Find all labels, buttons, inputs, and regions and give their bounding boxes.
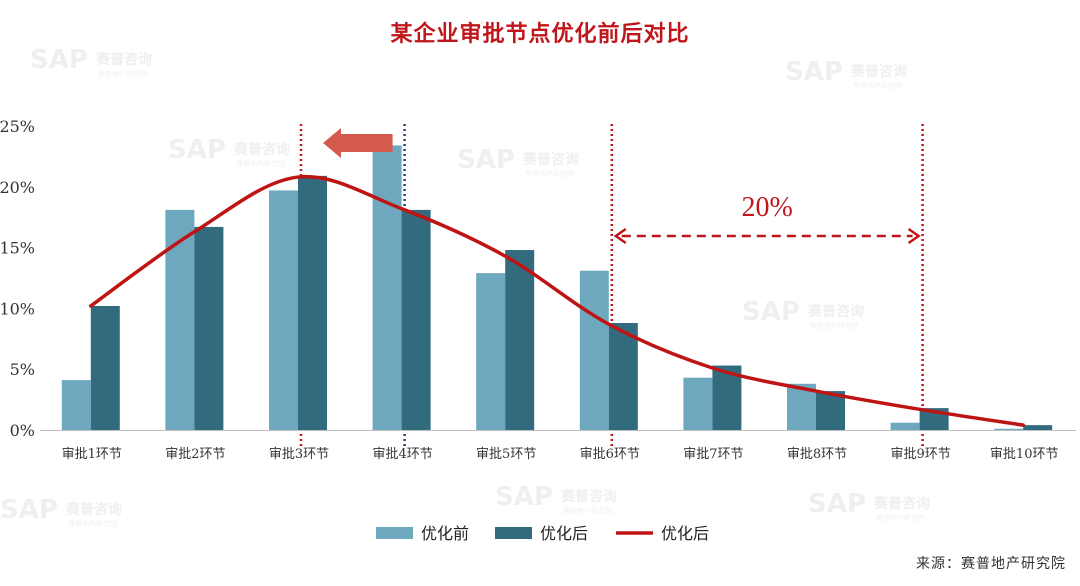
x-tick-label: 审批5环节	[476, 447, 536, 462]
bar-after-2	[194, 226, 224, 430]
watermark-brand: SAP	[0, 495, 58, 525]
x-tick-label: 审批1环节	[62, 447, 122, 462]
watermark-cn: 赛普咨询	[522, 151, 579, 168]
x-tick-label: 审批8环节	[787, 447, 847, 462]
y-tick-label: 5%	[10, 360, 35, 379]
watermark-cn: 赛普咨询	[95, 51, 152, 68]
bar-before-7	[683, 377, 713, 430]
bar-before-10	[994, 428, 1024, 430]
watermark-cn: 赛普咨询	[233, 141, 290, 158]
x-tick-label: 审批10环节	[990, 447, 1059, 462]
watermark-brand: SAP	[30, 45, 88, 75]
legend: 优化前 优化后 优化后	[376, 524, 709, 543]
legend-label-1: 优化前	[421, 524, 469, 543]
y-tick-label: 25%	[0, 117, 35, 136]
watermark-brand: SAP	[808, 489, 866, 519]
x-tick-label: 审批4环节	[372, 447, 432, 462]
watermark-brand: SAP	[457, 145, 515, 175]
x-tick-label: 审批2环节	[165, 447, 225, 462]
bar-before-5	[476, 273, 506, 430]
x-tick-label: 审批3环节	[269, 447, 329, 462]
watermark-cn: 赛普咨询	[850, 63, 907, 80]
watermark-sub: 赛普地产研究院	[98, 69, 147, 78]
bracket-arrow-left	[613, 227, 627, 245]
y-tick-label: 15%	[0, 239, 35, 258]
bar-after-1	[90, 305, 120, 430]
bar-after-5	[505, 250, 535, 430]
bar-before-9	[890, 422, 920, 430]
axis-layer: 0% 5% 10% 15% 20% 25% 审批1环节 审批2环节 审批3环节 审批4环节 审批5环…	[0, 117, 1076, 462]
y-tick-label: 10%	[0, 299, 35, 318]
watermark-sub: 赛普地产研究院	[236, 159, 285, 168]
watermark-brand: SAP	[168, 135, 226, 165]
watermark-cn: 赛普咨询	[873, 495, 930, 512]
watermark-sub: 赛普地产研究院	[68, 519, 117, 528]
bracket-label: 20%	[742, 192, 793, 223]
bar-after-6	[608, 322, 638, 430]
legend-label-2: 优化后	[540, 524, 588, 543]
bar-before-4	[372, 145, 402, 430]
watermark-sub: 赛普地产研究院	[563, 506, 612, 515]
legend-label-3: 优化后	[661, 524, 709, 543]
watermark-sub: 赛普地产研究院	[853, 81, 902, 90]
x-tick-label: 审批7环节	[683, 447, 743, 462]
legend-swatch-1	[376, 527, 413, 539]
series-line-after	[89, 174, 1025, 427]
line-layer	[89, 174, 1025, 427]
source-note: 来源：赛普地产研究院	[916, 556, 1066, 572]
watermark-cn: 赛普咨询	[807, 303, 864, 320]
watermark-brand: SAP	[742, 297, 800, 327]
watermark-cn: 赛普咨询	[65, 501, 122, 518]
x-tick-label: 审批6环节	[580, 447, 640, 462]
bar-before-3	[269, 190, 298, 430]
y-tick-label: 0%	[10, 421, 35, 440]
y-tick-label: 20%	[0, 178, 35, 197]
watermark-brand: SAP	[785, 57, 843, 87]
chart-title: 某企业审批节点优化前后对比	[390, 21, 690, 47]
x-tick-label: 审批9环节	[890, 447, 950, 462]
shift-left-arrow	[323, 128, 393, 158]
bar-before-6	[579, 270, 609, 430]
bar-after-3	[298, 175, 327, 430]
bar-before-1	[61, 380, 91, 430]
annotation-layer: 20%	[323, 128, 921, 245]
bracket-arrow-right	[907, 227, 921, 245]
watermark-sub: 赛普地产研究院	[810, 321, 859, 330]
bar-after-4	[401, 209, 431, 430]
legend-swatch-2	[495, 527, 532, 539]
watermark-sub: 赛普地产研究院	[525, 169, 574, 178]
bar-after-8	[816, 391, 845, 430]
bar-after-10	[1023, 425, 1053, 430]
watermark-sub: 赛普地产研究院	[876, 513, 925, 522]
watermark-brand: SAP	[495, 482, 553, 512]
bar-layer	[61, 145, 1053, 430]
watermark-cn: 赛普咨询	[560, 488, 617, 505]
